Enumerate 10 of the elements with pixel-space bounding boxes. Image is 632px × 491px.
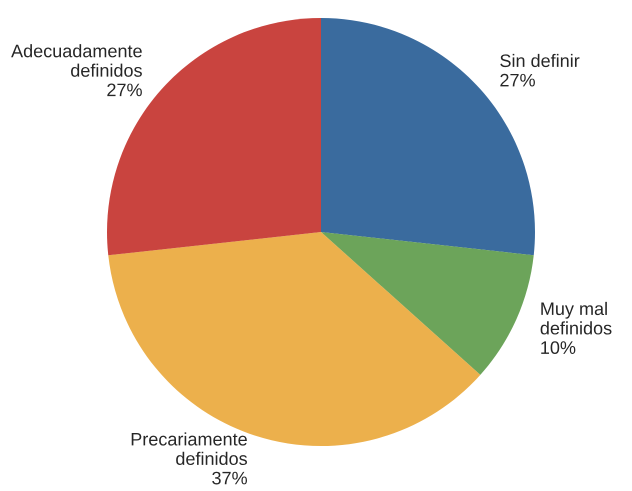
data-label: 37%: [212, 472, 248, 484]
slice-label: Sin definir: [500, 54, 580, 68]
pie-slice: [321, 232, 534, 375]
data-label: 10%: [541, 341, 576, 354]
slice-label: Adecuadamente definidos: [11, 44, 142, 77]
data-label: 27%: [500, 74, 535, 86]
pie-slice: [108, 232, 480, 446]
slice-label: Precariamente definidos: [132, 432, 247, 466]
data-label: 27%: [107, 84, 142, 96]
slice-label: Muy mal definidos: [540, 302, 612, 335]
